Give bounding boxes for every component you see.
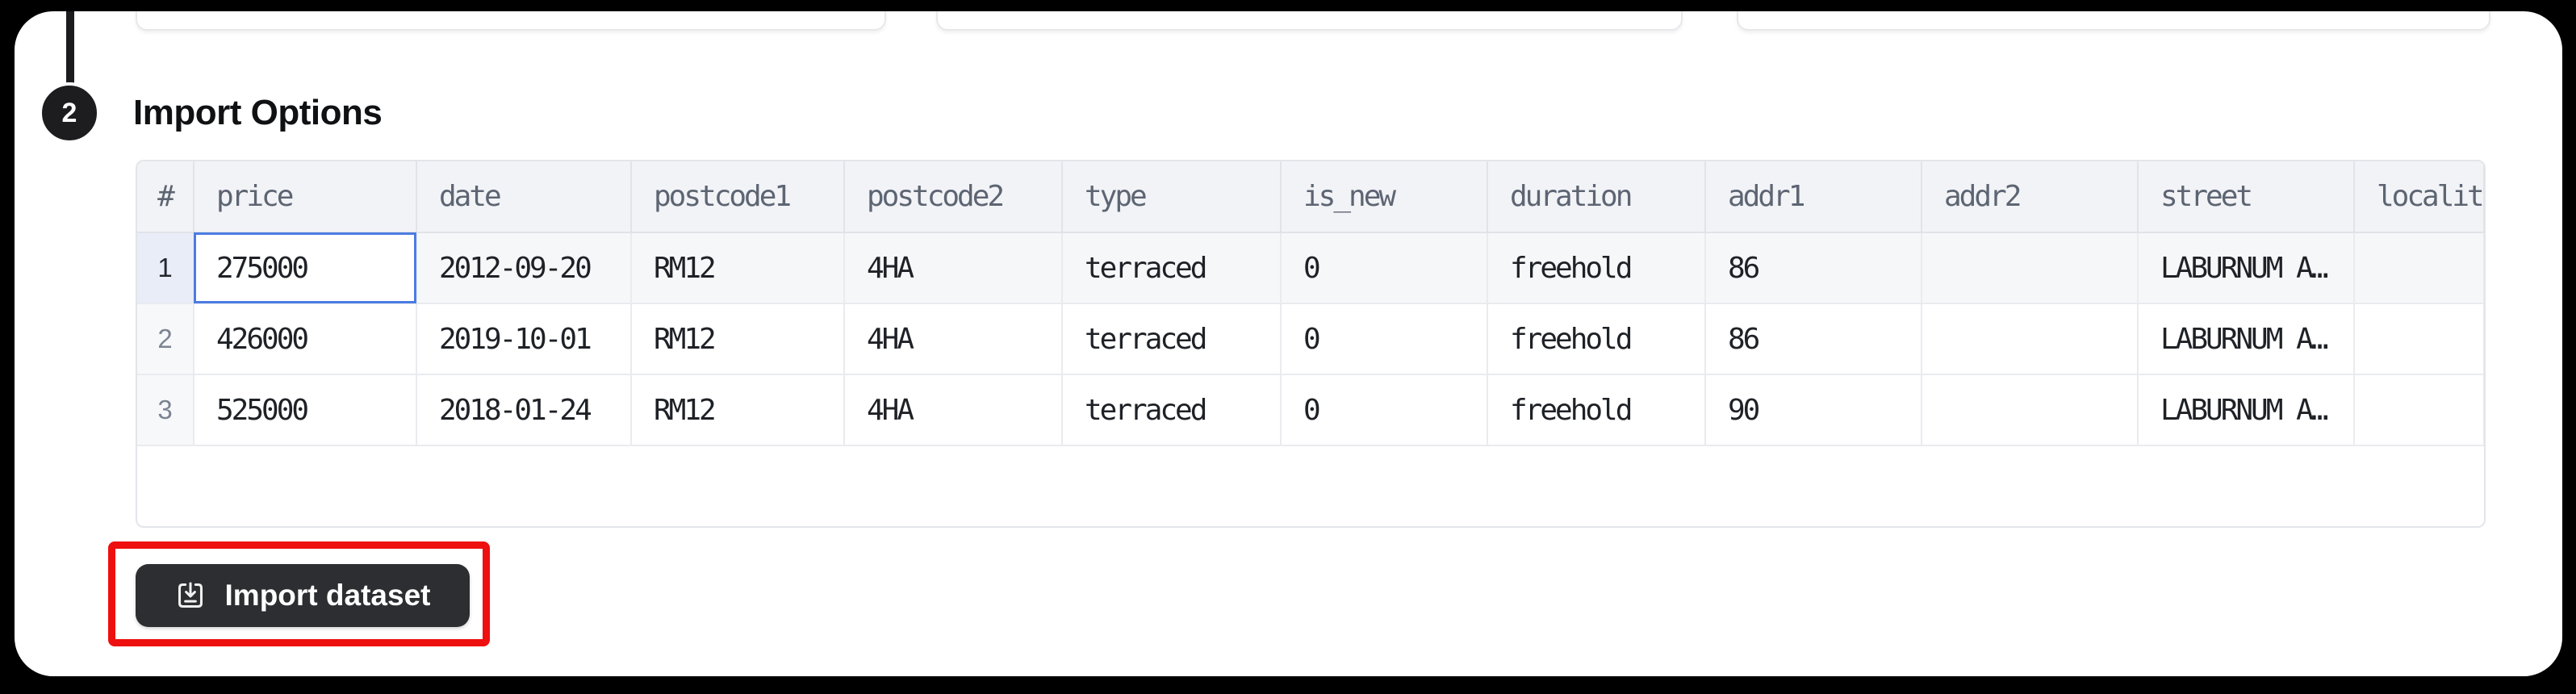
column-header-date[interactable]: date — [416, 161, 632, 233]
step-2-badge: 2 — [39, 82, 100, 144]
table-row-3: 3 525000 2018-01-24 RM12 4HA terraced 0 freehol… — [137, 374, 2484, 446]
cell-date-row3[interactable]: 2018-01-24 — [416, 374, 632, 446]
cell-price-row2[interactable]: 426000 — [194, 303, 417, 375]
cell-addr1-row1[interactable]: 86 — [1705, 232, 1922, 304]
cell-price-row3[interactable]: 525000 — [194, 374, 417, 446]
row-number-3[interactable]: 3 — [137, 374, 194, 446]
column-header-rownum[interactable]: # — [137, 161, 194, 233]
preview-grid: # price date postcode1 postcode2 type is_new du… — [137, 161, 2484, 446]
cell-addr2-row3[interactable] — [1922, 374, 2139, 446]
cell-date-row1[interactable]: 2012-09-20 — [416, 232, 632, 304]
import-dataset-label: Import dataset — [224, 579, 431, 612]
cell-addr1-row3[interactable]: 90 — [1705, 374, 1922, 446]
cell-locality-row3[interactable] — [2354, 374, 2484, 446]
cell-is_new-row3[interactable]: 0 — [1281, 374, 1488, 446]
cell-addr2-row1[interactable] — [1922, 232, 2139, 304]
cell-postcode2-row3[interactable]: 4HA — [844, 374, 1063, 446]
step-number: 2 — [61, 97, 77, 128]
cell-street-row3[interactable]: LABURNUM A… — [2138, 374, 2355, 446]
cell-locality-row2[interactable] — [2354, 303, 2484, 375]
column-header-type[interactable]: type — [1062, 161, 1282, 233]
previous-step-field-2[interactable] — [936, 11, 1683, 31]
cell-street-row2[interactable]: LABURNUM A… — [2138, 303, 2355, 375]
cell-type-row3[interactable]: terraced — [1062, 374, 1282, 446]
column-header-street[interactable]: street — [2138, 161, 2355, 233]
cell-duration-row2[interactable]: freehold — [1487, 303, 1706, 375]
cell-duration-row3[interactable]: freehold — [1487, 374, 1706, 446]
cell-price-row1[interactable]: 275000 — [194, 232, 417, 304]
import-panel-card: 2 Import Options # price date postcode1 post… — [15, 11, 2562, 676]
previous-step-field-3[interactable] — [1737, 11, 2490, 31]
step-connector-line — [66, 11, 74, 89]
column-header-postcode1[interactable]: postcode1 — [631, 161, 845, 233]
cell-locality-row1[interactable] — [2354, 232, 2484, 304]
column-header-price[interactable]: price — [194, 161, 417, 233]
section-title: Import Options — [133, 93, 383, 132]
import-dataset-button[interactable]: Import dataset — [136, 564, 470, 627]
cell-postcode1-row3[interactable]: RM12 — [631, 374, 845, 446]
cell-type-row2[interactable]: terraced — [1062, 303, 1282, 375]
column-header-duration[interactable]: duration — [1487, 161, 1706, 233]
row-number-1[interactable]: 1 — [137, 232, 194, 304]
column-header-addr1[interactable]: addr1 — [1705, 161, 1922, 233]
table-row-2: 2 426000 2019-10-01 RM12 4HA terraced 0 freehol… — [137, 303, 2484, 375]
cell-is_new-row2[interactable]: 0 — [1281, 303, 1488, 375]
column-header-is_new[interactable]: is_new — [1281, 161, 1488, 233]
row-number-2[interactable]: 2 — [137, 303, 194, 375]
column-header-locality[interactable]: locality — [2354, 161, 2484, 233]
download-tray-icon — [178, 582, 203, 608]
table-row-1: 1 275000 2012-09-20 RM12 4HA terraced 0 freehol… — [137, 232, 2484, 304]
cell-duration-row1[interactable]: freehold — [1487, 232, 1706, 304]
previous-step-field-1[interactable] — [136, 11, 886, 31]
column-header-postcode2[interactable]: postcode2 — [844, 161, 1063, 233]
cell-postcode1-row1[interactable]: RM12 — [631, 232, 845, 304]
table-header-row: # price date postcode1 postcode2 type is_new du… — [137, 161, 2484, 233]
cell-type-row1[interactable]: terraced — [1062, 232, 1282, 304]
highlight-rectangle: Import dataset — [108, 541, 490, 646]
cell-postcode1-row2[interactable]: RM12 — [631, 303, 845, 375]
cell-date-row2[interactable]: 2019-10-01 — [416, 303, 632, 375]
cell-street-row1[interactable]: LABURNUM A… — [2138, 232, 2355, 304]
cell-addr1-row2[interactable]: 86 — [1705, 303, 1922, 375]
dataset-preview-table: # price date postcode1 postcode2 type is_new du… — [136, 160, 2486, 528]
cell-addr2-row2[interactable] — [1922, 303, 2139, 375]
column-header-addr2[interactable]: addr2 — [1922, 161, 2139, 233]
cell-postcode2-row2[interactable]: 4HA — [844, 303, 1063, 375]
cell-is_new-row1[interactable]: 0 — [1281, 232, 1488, 304]
cell-postcode2-row1[interactable]: 4HA — [844, 232, 1063, 304]
